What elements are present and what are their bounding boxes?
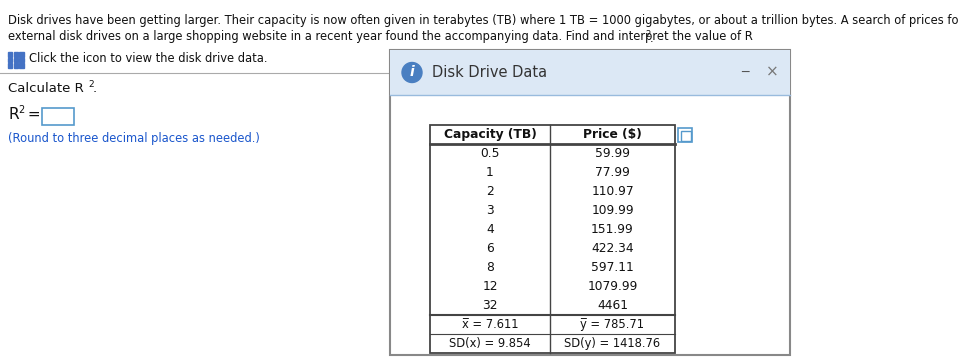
Bar bbox=[19, 52, 24, 57]
Bar bbox=[430, 125, 675, 353]
Bar bbox=[42, 108, 74, 125]
Text: Disk drives have been getting larger. Their capacity is now often given in terab: Disk drives have been getting larger. Th… bbox=[8, 14, 958, 27]
Text: SD(x) = 9.854: SD(x) = 9.854 bbox=[449, 337, 531, 350]
Text: 422.34: 422.34 bbox=[591, 242, 634, 255]
Text: 3: 3 bbox=[486, 204, 494, 217]
Text: .: . bbox=[650, 32, 653, 45]
Circle shape bbox=[402, 63, 422, 82]
Bar bbox=[8, 58, 12, 62]
Text: (Round to three decimal places as needed.): (Round to three decimal places as needed… bbox=[8, 132, 260, 145]
Bar bbox=[390, 50, 790, 355]
Text: .: . bbox=[93, 82, 97, 95]
Text: SD(y) = 1418.76: SD(y) = 1418.76 bbox=[564, 337, 661, 350]
Bar bbox=[681, 131, 691, 141]
Text: Click the icon to view the disk drive data.: Click the icon to view the disk drive da… bbox=[29, 52, 267, 64]
Bar bbox=[13, 58, 18, 62]
Text: i: i bbox=[410, 66, 415, 79]
Text: 1: 1 bbox=[486, 166, 494, 179]
Text: 32: 32 bbox=[482, 299, 498, 312]
Text: 597.11: 597.11 bbox=[591, 261, 634, 274]
Text: =: = bbox=[23, 107, 40, 122]
Bar bbox=[8, 52, 12, 57]
Text: 4461: 4461 bbox=[597, 299, 628, 312]
Text: ×: × bbox=[765, 65, 778, 80]
Text: external disk drives on a large shopping website in a recent year found the acco: external disk drives on a large shopping… bbox=[8, 30, 753, 43]
Text: 2: 2 bbox=[645, 30, 650, 39]
Text: ─: ─ bbox=[741, 66, 749, 79]
Text: 2: 2 bbox=[486, 185, 494, 198]
Text: 109.99: 109.99 bbox=[591, 204, 634, 217]
Bar bbox=[390, 50, 790, 95]
Text: Capacity (TB): Capacity (TB) bbox=[444, 128, 536, 141]
Bar bbox=[19, 63, 24, 68]
Text: 2: 2 bbox=[18, 105, 24, 115]
Text: 8: 8 bbox=[486, 261, 494, 274]
Text: 110.97: 110.97 bbox=[591, 185, 634, 198]
Text: R: R bbox=[8, 107, 18, 122]
Text: 6: 6 bbox=[486, 242, 494, 255]
Text: Disk Drive Data: Disk Drive Data bbox=[432, 65, 547, 80]
Bar bbox=[13, 52, 18, 57]
Bar bbox=[13, 63, 18, 68]
Text: 1079.99: 1079.99 bbox=[587, 280, 638, 293]
Text: 0.5: 0.5 bbox=[480, 147, 500, 160]
Text: Calculate R: Calculate R bbox=[8, 82, 83, 95]
Bar bbox=[19, 58, 24, 62]
Text: 151.99: 151.99 bbox=[591, 223, 634, 236]
Bar bbox=[678, 128, 692, 142]
Text: 12: 12 bbox=[482, 280, 498, 293]
Bar bbox=[8, 63, 12, 68]
Text: 4: 4 bbox=[486, 223, 494, 236]
Text: 2: 2 bbox=[88, 80, 94, 89]
Text: y̅ = 785.71: y̅ = 785.71 bbox=[581, 318, 645, 331]
Text: 59.99: 59.99 bbox=[595, 147, 630, 160]
Text: x̅ = 7.611: x̅ = 7.611 bbox=[462, 318, 518, 331]
Text: 77.99: 77.99 bbox=[595, 166, 630, 179]
Text: Price ($): Price ($) bbox=[583, 128, 642, 141]
